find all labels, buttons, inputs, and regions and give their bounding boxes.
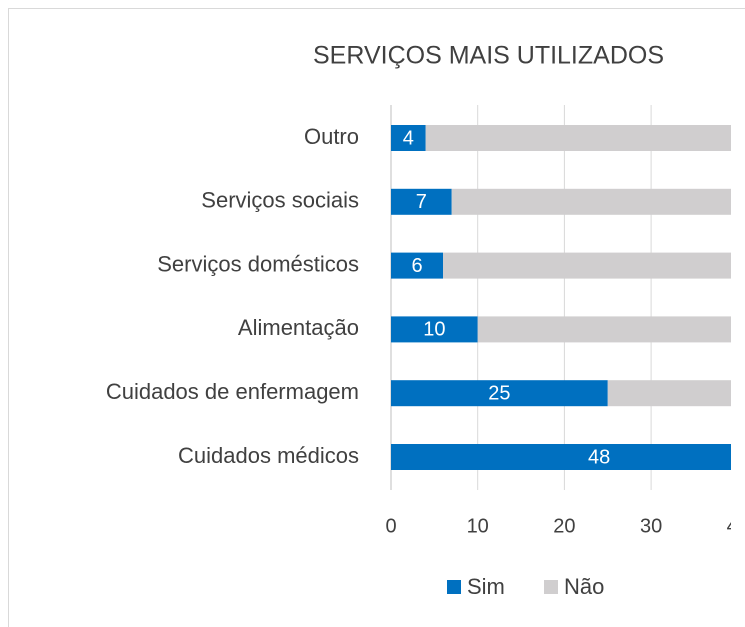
- bar: [391, 380, 608, 407]
- data-label: 10: [423, 319, 445, 341]
- x-tick-label: 40: [727, 515, 745, 537]
- bar: [391, 252, 444, 279]
- y-tick-label: Cuidados de enfermagem: [106, 379, 359, 404]
- y-tick-label: Alimentação: [238, 315, 359, 340]
- legend-label: Não: [564, 574, 604, 599]
- bar: [451, 188, 731, 215]
- plot: SERVIÇOS MAIS UTILIZADOS 0 10 20 30 40 Outro 4…: [106, 42, 745, 599]
- bar: [391, 125, 426, 151]
- bar: [607, 380, 731, 407]
- data-label: 6: [411, 255, 422, 277]
- legend-swatch: [447, 580, 461, 594]
- legend-swatch: [544, 580, 558, 594]
- bar: [477, 316, 731, 343]
- y-tick-label: Cuidados médicos: [178, 443, 359, 468]
- legend-label: Sim: [467, 574, 505, 599]
- y-tick-label: Outro: [304, 124, 359, 149]
- bar: [391, 316, 478, 343]
- x-tick-label: 0: [385, 515, 396, 537]
- y-tick-label: Serviços sociais: [201, 188, 359, 213]
- bar: [443, 252, 731, 279]
- data-label: 7: [416, 191, 427, 213]
- bar: [391, 188, 452, 215]
- x-tick-label: 10: [467, 515, 489, 537]
- data-label: 4: [403, 127, 414, 149]
- data-label: 48: [588, 446, 610, 468]
- bar: [425, 125, 731, 151]
- bar: [391, 444, 731, 470]
- x-tick-label: 20: [553, 515, 575, 537]
- y-tick-label: Serviços domésticos: [157, 251, 359, 276]
- x-tick-label: 30: [640, 515, 662, 537]
- data-label: 25: [488, 382, 510, 404]
- chart-title: SERVIÇOS MAIS UTILIZADOS: [313, 42, 664, 70]
